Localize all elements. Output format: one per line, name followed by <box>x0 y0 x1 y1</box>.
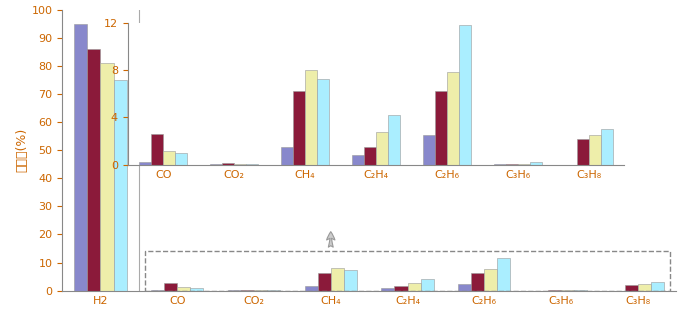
Bar <box>458 284 471 291</box>
Bar <box>317 79 329 165</box>
Bar <box>177 287 190 291</box>
Bar <box>331 268 344 291</box>
Bar <box>364 147 376 165</box>
Bar <box>222 163 234 165</box>
Bar <box>114 80 126 291</box>
Bar <box>435 91 447 165</box>
Y-axis label: 組成比(%): 組成比(%) <box>16 128 28 172</box>
Bar <box>344 270 357 291</box>
Bar <box>408 283 421 291</box>
Bar <box>163 151 175 165</box>
Bar <box>234 163 246 165</box>
Bar <box>88 49 101 291</box>
Bar <box>75 24 88 291</box>
Bar <box>317 273 331 291</box>
Bar <box>601 129 613 165</box>
Bar <box>421 279 433 291</box>
Bar <box>624 285 638 291</box>
Bar <box>471 273 484 291</box>
Bar <box>164 283 177 291</box>
Bar <box>530 162 542 165</box>
Bar <box>518 163 530 165</box>
Bar <box>577 139 589 165</box>
Bar <box>395 287 408 291</box>
Bar <box>151 290 164 291</box>
Bar <box>497 257 511 291</box>
Bar <box>246 163 258 165</box>
Bar <box>574 290 587 291</box>
Bar <box>175 153 187 165</box>
Bar <box>352 155 364 165</box>
Bar <box>484 269 497 291</box>
Bar <box>281 147 293 165</box>
Bar <box>382 288 395 291</box>
Bar <box>423 135 435 165</box>
Bar <box>447 72 459 165</box>
Bar <box>651 282 664 291</box>
Bar <box>241 290 254 291</box>
Bar <box>293 91 305 165</box>
Bar <box>139 162 151 165</box>
Bar <box>305 287 317 291</box>
Bar <box>190 288 204 291</box>
Bar <box>494 164 506 165</box>
Bar <box>151 134 163 165</box>
Bar <box>101 63 114 291</box>
Bar <box>388 115 400 165</box>
Bar <box>638 284 651 291</box>
Bar <box>589 135 601 165</box>
Bar <box>210 163 222 165</box>
Bar <box>459 25 471 165</box>
Bar <box>506 163 518 165</box>
Bar <box>376 131 388 165</box>
Bar <box>145 251 670 291</box>
Bar <box>305 70 317 165</box>
